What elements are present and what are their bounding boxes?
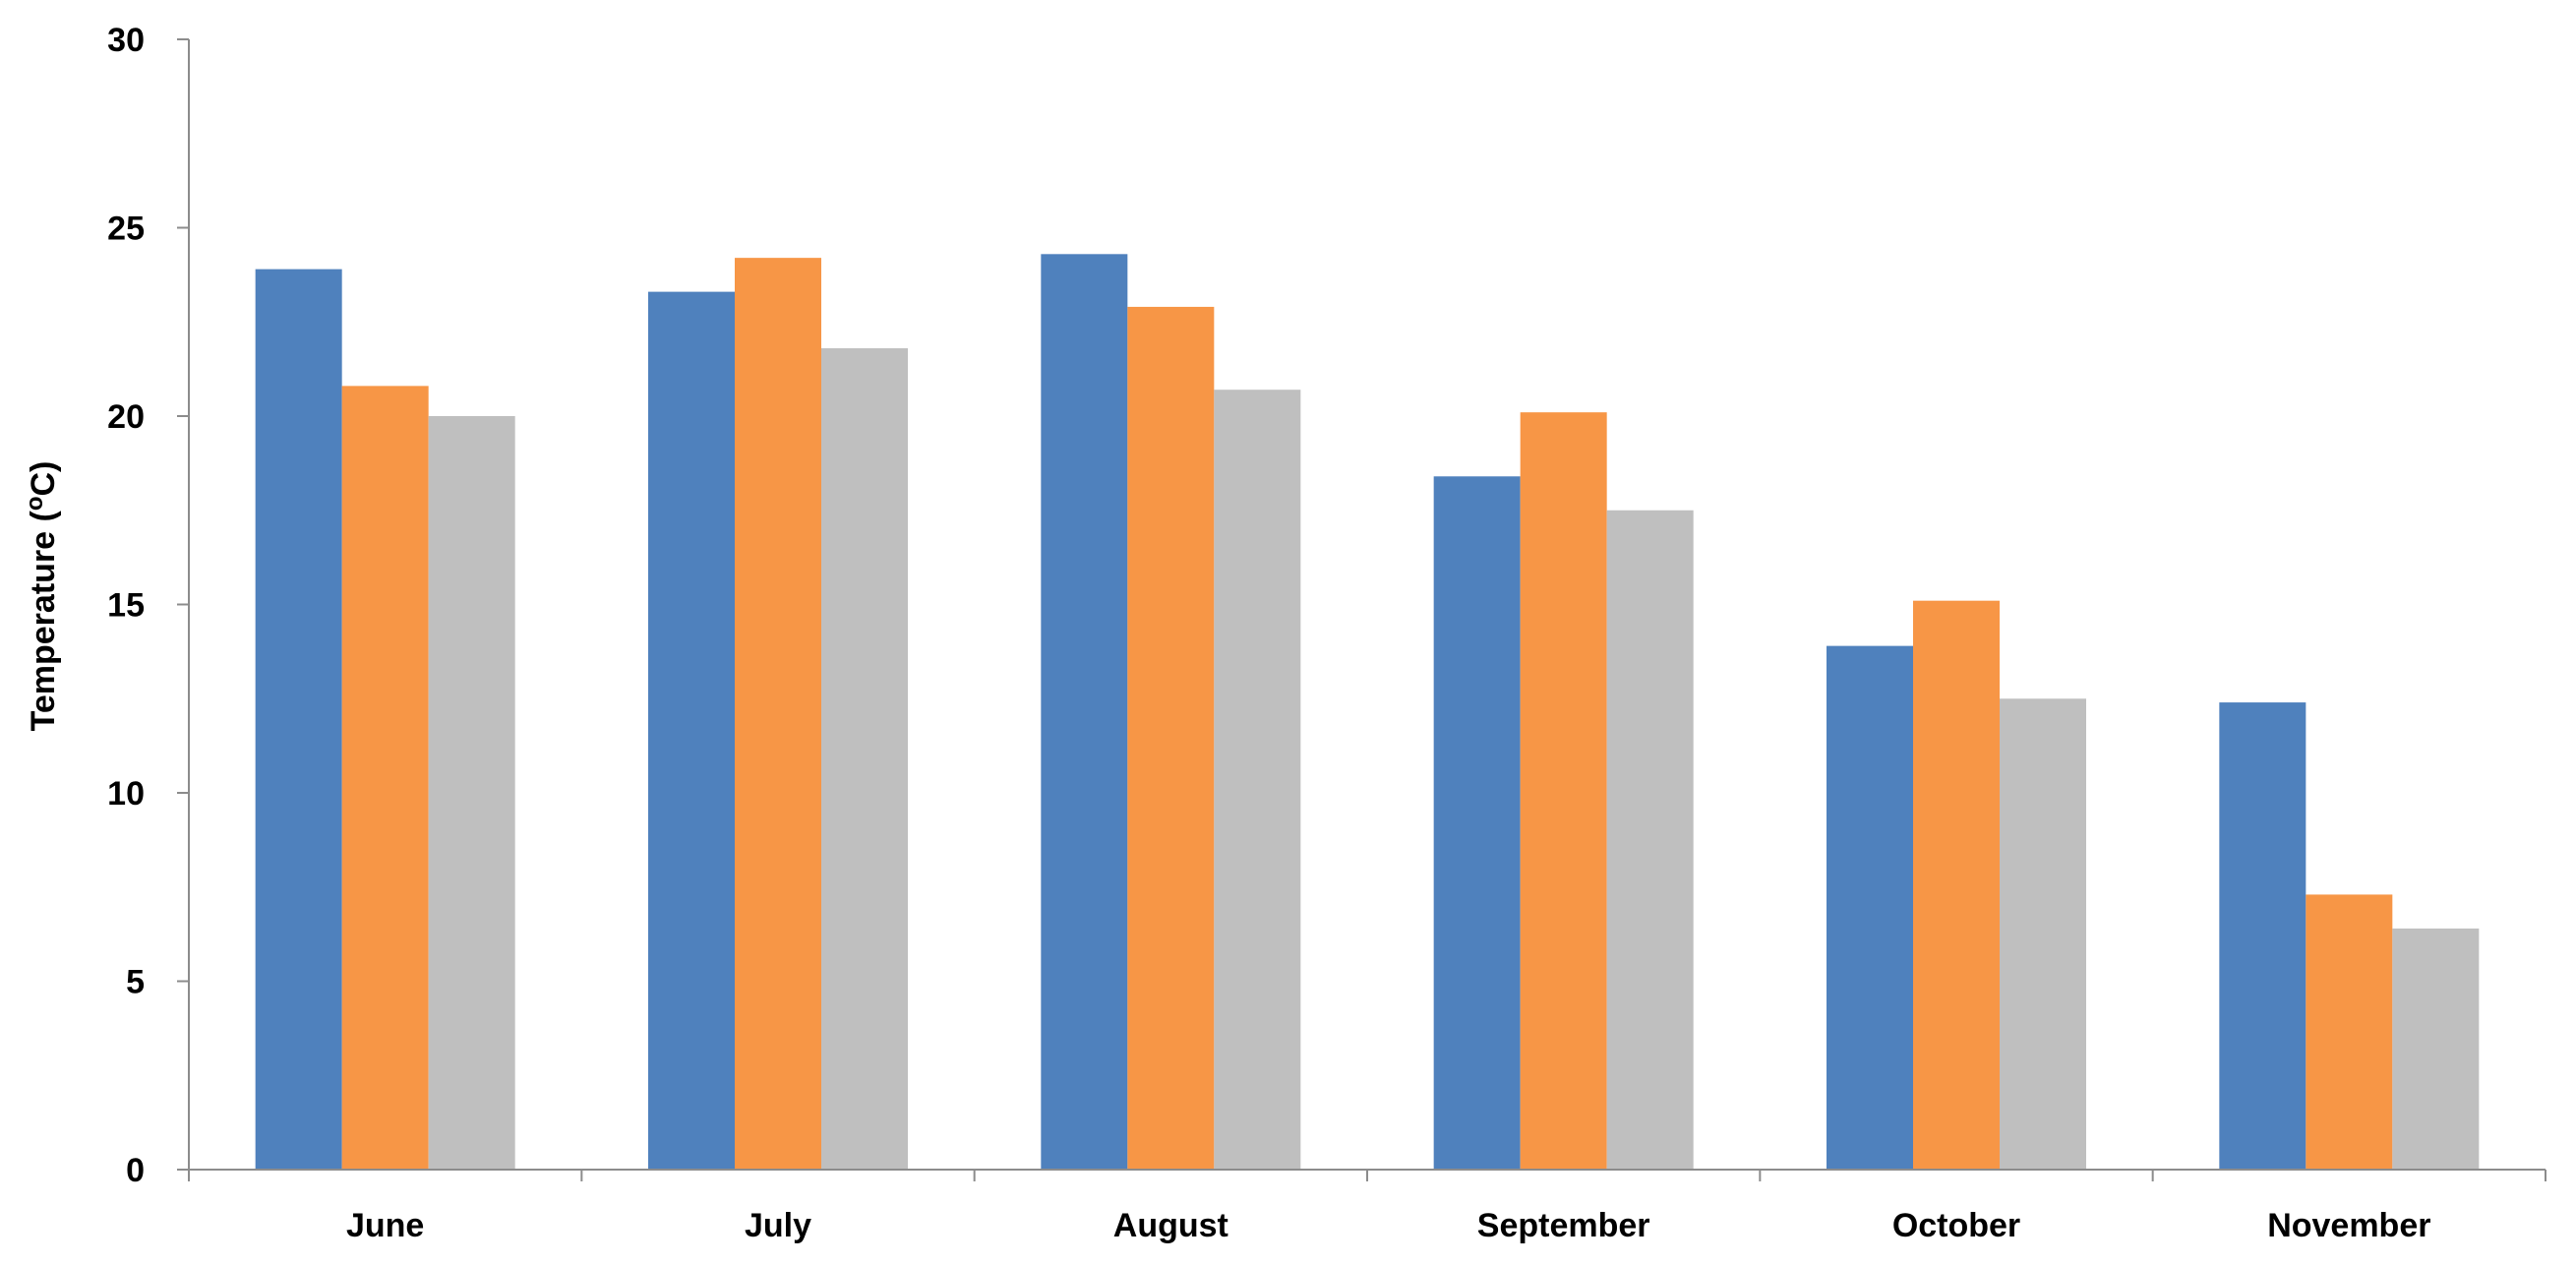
bar-october-series-3 — [2000, 698, 2086, 1170]
bar-october-series-2 — [1913, 600, 2000, 1170]
y-axis-title-superscript: o — [22, 497, 48, 512]
bar-july-series-1 — [648, 291, 735, 1170]
bar-june-series-3 — [428, 416, 515, 1170]
bar-july-series-2 — [735, 258, 821, 1170]
x-tick-label-september: September — [1477, 1207, 1650, 1244]
y-tick-label: 10 — [107, 775, 145, 813]
y-axis-title-main: Temperature ( — [25, 511, 62, 732]
x-ticks-group: June July August September October November — [188, 1170, 2546, 1244]
axes-group — [188, 39, 2546, 1171]
y-axis-title: Temperature (oC) — [22, 461, 62, 732]
bar-july-series-3 — [821, 348, 908, 1170]
bar-october-series-1 — [1827, 645, 1913, 1170]
bar-september-series-3 — [1606, 510, 1694, 1170]
bar-august-series-1 — [1041, 254, 1128, 1170]
x-tick-label-august: August — [1113, 1207, 1228, 1244]
bar-november-series-2 — [2306, 894, 2393, 1170]
x-tick-label-july: July — [745, 1207, 811, 1244]
bar-june-series-1 — [255, 269, 342, 1170]
y-tick-label: 20 — [107, 398, 145, 436]
y-ticks-group: 0 5 10 15 20 25 30 — [107, 22, 189, 1189]
bar-june-series-2 — [341, 386, 429, 1170]
bar-september-series-1 — [1433, 476, 1521, 1170]
y-tick-label: 0 — [126, 1152, 145, 1189]
y-tick-label: 25 — [107, 211, 145, 248]
y-axis-title-suffix: C) — [25, 461, 62, 497]
bars-group — [255, 254, 2480, 1170]
bar-august-series-2 — [1127, 306, 1215, 1170]
y-tick-label: 5 — [126, 964, 145, 1001]
x-tick-label-june: June — [346, 1207, 424, 1244]
bar-november-series-3 — [2392, 928, 2480, 1170]
bar-september-series-2 — [1520, 412, 1607, 1170]
x-tick-label-october: October — [1892, 1207, 2020, 1244]
y-tick-label: 15 — [107, 587, 145, 625]
bar-august-series-3 — [1214, 390, 1301, 1170]
x-tick-label-november: November — [2267, 1207, 2430, 1244]
bar-november-series-1 — [2219, 702, 2306, 1170]
y-tick-label: 30 — [107, 22, 145, 59]
